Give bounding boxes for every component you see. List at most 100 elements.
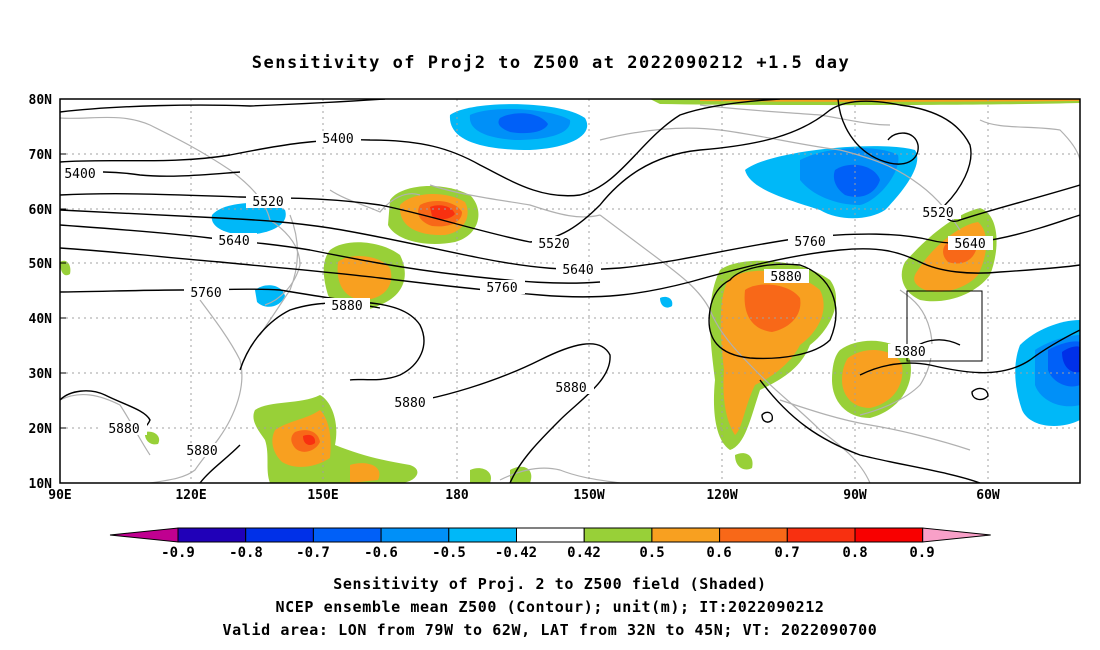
contour-5880-d (759, 379, 981, 483)
shading-negative-blue (498, 113, 1080, 387)
colorbar-segment (380, 527, 450, 543)
colorbar-segment (245, 527, 314, 543)
contour-label-bg (212, 233, 257, 247)
contour-labels: 5400 5400 5520 5520 5520 5640 5640 5640 … (60, 131, 993, 459)
contour-label: 5880 (394, 396, 425, 411)
contour-label: 5880 (186, 444, 217, 459)
coastline (599, 214, 871, 483)
coastline (599, 127, 961, 231)
colorbar-segment (448, 527, 517, 543)
colorbar-segment (854, 527, 924, 543)
shade-blob (144, 431, 160, 445)
coastline (259, 214, 299, 336)
colorbar-label: 0.8 (842, 545, 867, 561)
colorbar-high-triangle (922, 527, 991, 543)
contour-label: 5760 (794, 235, 825, 250)
colorbar-label: 0.5 (639, 545, 664, 561)
footer-line-3: Valid area: LON from 79W to 62W, LAT fro… (223, 621, 878, 639)
contour-label-bg (480, 280, 525, 294)
contour-label: 5880 (108, 422, 139, 437)
lat-label: 20N (29, 422, 53, 437)
contour-label-bg (60, 166, 103, 180)
contour-small-loop (971, 387, 989, 401)
contour-5880-b (389, 343, 611, 483)
coastline (149, 299, 243, 483)
colorbar-label: -0.9 (161, 545, 195, 561)
contour-label-bg (325, 298, 370, 312)
colorbar-label: -0.5 (432, 545, 466, 561)
contour-label: 5520 (538, 237, 569, 252)
contour-label: 5880 (555, 381, 586, 396)
colorbar-label: 0.7 (774, 545, 799, 561)
coastline (499, 467, 621, 483)
contour-label-bg (246, 194, 291, 208)
lat-label: 10N (29, 477, 53, 492)
coastline (979, 119, 1080, 161)
contour-label: 5400 (64, 167, 95, 182)
contour-5520-low (837, 99, 919, 165)
coastline (859, 289, 933, 416)
contour-label-bg (916, 205, 961, 219)
lat-label: 40N (29, 312, 53, 327)
contour-5880-h (199, 444, 241, 483)
shade-blob (350, 463, 380, 483)
contour-label: 5880 (894, 345, 925, 360)
contour-label: 5400 (322, 132, 353, 147)
colorbar-segment (719, 527, 788, 543)
map-area: 5400 5400 5520 5520 5520 5640 5640 5640 … (60, 99, 1080, 483)
shade-blob (744, 284, 801, 332)
contour-label-bg (764, 269, 809, 283)
lon-label: 120E (175, 488, 206, 503)
coastlines (60, 104, 1080, 483)
coastline (779, 399, 971, 451)
shade-blob (303, 434, 316, 445)
colorbar-segment (651, 527, 721, 543)
footer-line-2: NCEP ensemble mean Z500 (Contour); unit(… (276, 598, 825, 616)
colorbar-label: 0.6 (706, 545, 731, 561)
lon-label: 90W (843, 488, 867, 503)
contour-label: 5880 (770, 270, 801, 285)
shading-positive-red (303, 205, 455, 445)
colorbar-label: -0.42 (495, 545, 537, 561)
graticule (60, 99, 1080, 483)
contour-5880-e (859, 329, 1080, 376)
contour-label-bg (184, 285, 229, 299)
contour-label-bg (388, 395, 433, 409)
contour-label-bg (788, 234, 833, 248)
contour-5880-c (708, 263, 837, 360)
lon-label: 150W (573, 488, 604, 503)
colorbar-label: -0.6 (364, 545, 398, 561)
footer-line-1: Sensitivity of Proj. 2 to Z500 field (Sh… (333, 575, 766, 593)
lat-label: 60N (29, 203, 53, 218)
colorbar-segment (312, 527, 382, 543)
contour-line (60, 99, 386, 113)
contour-label: 5880 (331, 299, 362, 314)
colorbar-label: 0.9 (909, 545, 934, 561)
colorbar-label: -0.7 (296, 545, 330, 561)
coastline (329, 189, 421, 213)
contour-label: 5760 (486, 281, 517, 296)
colorbar-label: 0.42 (567, 545, 601, 561)
shade-blob (337, 256, 392, 300)
lon-label: 120W (706, 488, 737, 503)
contour-label: 5520 (252, 195, 283, 210)
colorbar-segment (583, 527, 653, 543)
shade-blob (498, 113, 548, 134)
contour-label-bg (556, 262, 601, 276)
colorbar-segment (516, 527, 585, 543)
coastline (699, 104, 891, 126)
contour-label-bg (180, 443, 225, 457)
lon-label: 90E (48, 488, 71, 503)
contour-small-loop (761, 411, 774, 423)
colorbar (109, 527, 991, 543)
colorbar-labels: -0.9 -0.8 -0.7 -0.6 -0.5 -0.42 0.42 0.5 … (161, 545, 935, 561)
colorbar-label: -0.8 (229, 545, 263, 561)
lat-labels: 80N 70N 60N 50N 40N 30N 20N 10N (29, 93, 53, 492)
contour-5400 (60, 99, 781, 197)
colorbar-segment (177, 527, 247, 543)
coastline (429, 184, 601, 218)
shading-negative-darkblue (1062, 346, 1080, 373)
contour-label: 5640 (954, 237, 985, 252)
coastline (60, 116, 301, 306)
